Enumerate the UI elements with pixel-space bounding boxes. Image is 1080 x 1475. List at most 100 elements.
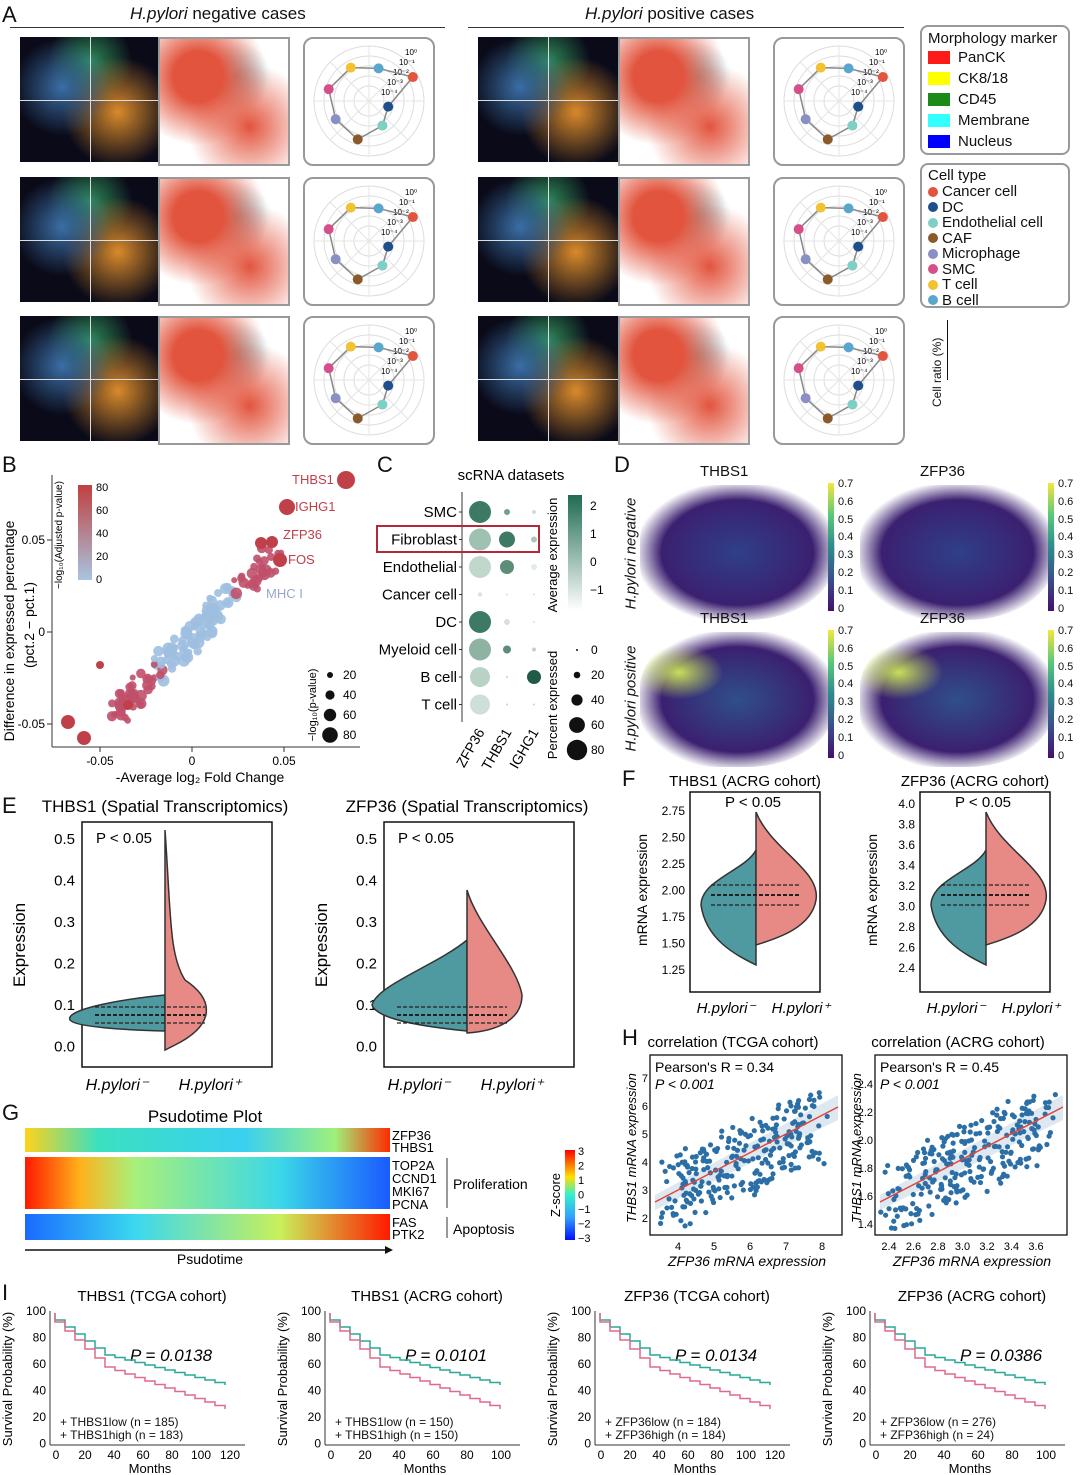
h-regression bbox=[654, 1106, 839, 1203]
tissue-image bbox=[20, 37, 160, 162]
volcano-point bbox=[129, 674, 136, 681]
panel-label-i: I bbox=[2, 1280, 9, 1305]
f-title: THBS1 (ACRG cohort) bbox=[669, 773, 821, 790]
h-point bbox=[913, 1154, 919, 1160]
cell-label: Cancer cell bbox=[942, 183, 1018, 200]
h-point bbox=[1017, 1118, 1023, 1124]
volcano-point-sig bbox=[337, 471, 355, 489]
h-point bbox=[916, 1183, 922, 1189]
volcano-point bbox=[124, 717, 132, 724]
h-point bbox=[1028, 1110, 1035, 1116]
radar-tick: 10⁻¹ bbox=[399, 337, 415, 346]
zscore-tick: −1 bbox=[578, 1204, 591, 1216]
h-point bbox=[961, 1124, 967, 1130]
pos-rule bbox=[468, 27, 904, 28]
km-xtick: 0 bbox=[53, 1448, 60, 1462]
volcano-point bbox=[231, 577, 238, 584]
h-point bbox=[792, 1119, 798, 1125]
morph-legend-item: Nucleus bbox=[928, 131, 1062, 152]
volcano-colorbar bbox=[78, 485, 92, 580]
umap-colorbar-tick: 0 bbox=[838, 602, 845, 615]
size-key-dot bbox=[327, 672, 333, 678]
cell-label: CAF bbox=[942, 229, 972, 247]
h-point bbox=[1017, 1130, 1023, 1136]
panel-label-a: A bbox=[2, 2, 17, 27]
h-point bbox=[809, 1103, 816, 1109]
f-ytick: 3.6 bbox=[898, 838, 915, 852]
km-legend-low: + ZFP36low (n = 276) bbox=[880, 1415, 996, 1429]
radar-spoke bbox=[329, 100, 370, 141]
dotplot-dot bbox=[469, 638, 491, 661]
h-point bbox=[1047, 1130, 1054, 1136]
f-violin-neg bbox=[930, 849, 987, 967]
h-point bbox=[730, 1124, 736, 1131]
km-xtick: 60 bbox=[681, 1448, 695, 1462]
radar-point bbox=[352, 134, 363, 145]
km-xtick: 40 bbox=[392, 1448, 406, 1462]
h-point bbox=[692, 1209, 698, 1215]
h-xtick: 8 bbox=[819, 1241, 825, 1253]
violin-frame bbox=[81, 821, 273, 1068]
h-point bbox=[780, 1155, 786, 1162]
h-point bbox=[978, 1173, 984, 1180]
panel-label-c: C bbox=[377, 452, 393, 477]
h-point bbox=[706, 1180, 712, 1186]
h-point bbox=[815, 1156, 822, 1162]
km-ytick: 60 bbox=[308, 1357, 322, 1371]
h-point bbox=[910, 1201, 916, 1207]
h-point bbox=[1006, 1158, 1012, 1164]
h-xtick: 3.4 bbox=[1004, 1241, 1019, 1253]
km-pvalue: P = 0.0101 bbox=[405, 1346, 487, 1365]
km-ytick: 20 bbox=[33, 1410, 47, 1424]
radar-point bbox=[843, 342, 854, 353]
h-point bbox=[733, 1162, 739, 1168]
size-key-dot bbox=[322, 727, 338, 743]
radar-point bbox=[793, 224, 804, 235]
km-legend-high: + THBS1high (n = 150) bbox=[335, 1428, 458, 1442]
radar-spoke bbox=[368, 201, 409, 242]
violin-ytick: 0.4 bbox=[54, 873, 75, 890]
h-point bbox=[1025, 1134, 1031, 1140]
dotplot-dot bbox=[478, 592, 482, 597]
pct-key-dot bbox=[569, 717, 585, 733]
h-point bbox=[716, 1186, 722, 1192]
h-ytick: 2.2 bbox=[858, 1107, 873, 1119]
dotplot-dot bbox=[532, 647, 536, 652]
umap-colorbar-tick: 0.7 bbox=[1058, 625, 1074, 637]
volcano-point bbox=[178, 636, 187, 645]
h-point bbox=[730, 1153, 736, 1159]
volcano-point-sig bbox=[123, 700, 133, 710]
cell-map bbox=[158, 37, 290, 166]
h-point bbox=[810, 1153, 816, 1159]
colorbar-tick: 0 bbox=[96, 574, 102, 586]
f-ytick: 2.6 bbox=[898, 941, 915, 955]
h-point bbox=[1024, 1164, 1030, 1170]
h-point bbox=[712, 1188, 718, 1194]
h-point bbox=[916, 1207, 923, 1214]
umap-colorbar-tick: 0.5 bbox=[1058, 513, 1074, 526]
panel-f-violins: THBS1 (ACRG cohort) P < 0.05 mRNA expressi… bbox=[634, 773, 1061, 1017]
radar-tick: 10⁻³ bbox=[857, 357, 873, 366]
radar-tick: 10⁰ bbox=[875, 48, 887, 57]
radar-tick: 10⁻² bbox=[863, 347, 879, 356]
zscore-tick: 2 bbox=[578, 1161, 584, 1173]
f-ytick: 1.75 bbox=[662, 910, 686, 924]
radar-spoke bbox=[799, 379, 840, 420]
h-ytick: 5 bbox=[642, 1129, 648, 1141]
heat-gene-label: MKI67 bbox=[392, 1184, 430, 1199]
umap-colorbar-tick: 0.7 bbox=[838, 625, 854, 637]
volcano-point-sig bbox=[273, 553, 287, 567]
h-point bbox=[1024, 1100, 1030, 1106]
h-point bbox=[924, 1137, 931, 1143]
dotplot-dot bbox=[469, 611, 491, 633]
violin-neg bbox=[371, 938, 468, 1032]
h-xtick: 7 bbox=[783, 1241, 789, 1253]
h-point bbox=[949, 1169, 955, 1176]
volcano-ylabel2: (pct.2 − pct.1) bbox=[21, 582, 37, 668]
h-point bbox=[921, 1150, 928, 1156]
gene-label: IGHG1 bbox=[295, 499, 335, 514]
h-point bbox=[749, 1115, 755, 1122]
f-violin-pos bbox=[985, 811, 1047, 947]
zscore-colorbar bbox=[565, 1150, 575, 1240]
volcano-xtick-label: 0 bbox=[189, 754, 196, 768]
